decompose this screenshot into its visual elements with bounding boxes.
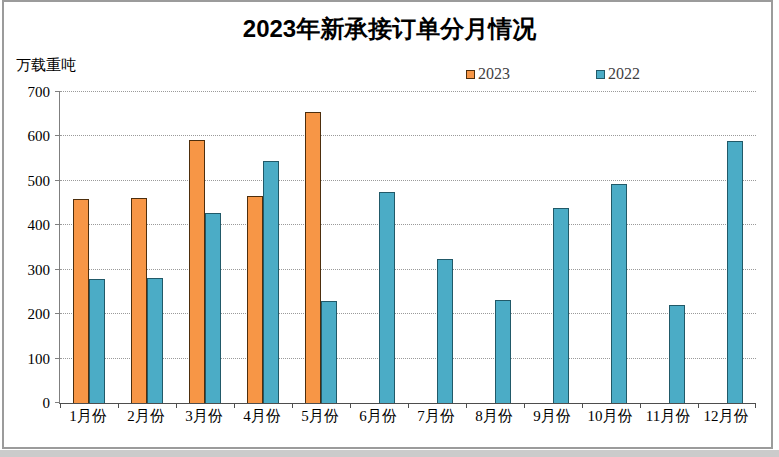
bar-group-7月份	[408, 92, 466, 403]
legend-item-2023: 2023	[466, 66, 510, 82]
x-axis-label-4月份: 4月份	[233, 407, 291, 426]
x-axis-label-10月份: 10月份	[581, 407, 639, 426]
bottom-margin-strip	[0, 450, 779, 457]
bar-2022-8月份	[495, 300, 511, 403]
y-axis-tick-label: 300	[28, 262, 51, 277]
x-axis-label-1月份: 1月份	[59, 407, 117, 426]
x-axis-label-9月份: 9月份	[523, 407, 581, 426]
y-axis-tick-labels: 0100200300400500600700	[0, 92, 50, 403]
x-axis-label-8月份: 8月份	[465, 407, 523, 426]
y-axis-tick-label: 500	[28, 173, 51, 188]
y-axis-tick-label: 700	[28, 85, 51, 100]
legend-item-2022: 2022	[596, 66, 640, 82]
legend-label-2022: 2022	[608, 66, 640, 82]
bar-2022-7月份	[437, 259, 453, 403]
plot-area	[59, 92, 756, 404]
chart-screenshot: 2023年新承接订单分月情况 万载重吨 2023 2022 0 100 200 300…	[0, 0, 779, 457]
bar-2022-6月份	[379, 192, 395, 403]
x-axis-tick	[755, 403, 756, 408]
chart-title: 2023年新承接订单分月情况	[0, 13, 779, 45]
bar-group-3月份	[176, 92, 234, 403]
x-axis-label-12月份: 12月份	[697, 407, 755, 426]
bar-group-5月份	[292, 92, 350, 403]
x-axis-label-7月份: 7月份	[407, 407, 465, 426]
legend-swatch-2023-icon	[466, 70, 475, 79]
bar-2023-4月份	[247, 196, 263, 403]
x-axis-labels: 1月份2月份3月份4月份5月份6月份7月份8月份9月份10月份11月份12月份	[59, 407, 755, 429]
bar-2023-5月份	[305, 112, 321, 403]
bar-group-1月份	[60, 92, 118, 403]
y-axis-unit-label: 万载重吨	[16, 56, 76, 75]
y-axis-tick-label: 0	[43, 396, 51, 411]
x-axis-label-11月份: 11月份	[639, 407, 697, 426]
legend-swatch-2022-icon	[596, 70, 605, 79]
bar-2022-2月份	[147, 278, 163, 403]
y-axis-tick-label: 100	[28, 351, 51, 366]
bar-2022-5月份	[321, 301, 337, 403]
bar-group-9月份	[524, 92, 582, 403]
bar-2022-9月份	[553, 208, 569, 403]
bar-group-6月份	[350, 92, 408, 403]
bar-2022-1月份	[89, 279, 105, 403]
bar-2022-10月份	[611, 184, 627, 403]
bar-group-8月份	[466, 92, 524, 403]
y-axis-tick-label: 400	[28, 218, 51, 233]
x-axis-label-6月份: 6月份	[349, 407, 407, 426]
x-axis-label-3月份: 3月份	[175, 407, 233, 426]
y-axis-tick-label: 600	[28, 129, 51, 144]
bar-2022-11月份	[669, 305, 685, 403]
legend-label-2023: 2023	[478, 66, 510, 82]
bar-group-2月份	[118, 92, 176, 403]
y-axis-tick-label: 200	[28, 307, 51, 322]
bar-2022-12月份	[727, 141, 743, 403]
bar-2022-4月份	[263, 161, 279, 403]
x-axis-label-2月份: 2月份	[117, 407, 175, 426]
bar-group-10月份	[582, 92, 640, 403]
bar-2023-1月份	[73, 199, 89, 403]
bar-group-4月份	[234, 92, 292, 403]
x-axis-label-5月份: 5月份	[291, 407, 349, 426]
bar-2022-3月份	[205, 213, 221, 403]
bar-2023-2月份	[131, 198, 147, 403]
bar-group-11月份	[640, 92, 698, 403]
bar-2023-3月份	[189, 140, 205, 403]
legend: 2023 2022	[466, 66, 640, 82]
bar-group-12月份	[698, 92, 756, 403]
